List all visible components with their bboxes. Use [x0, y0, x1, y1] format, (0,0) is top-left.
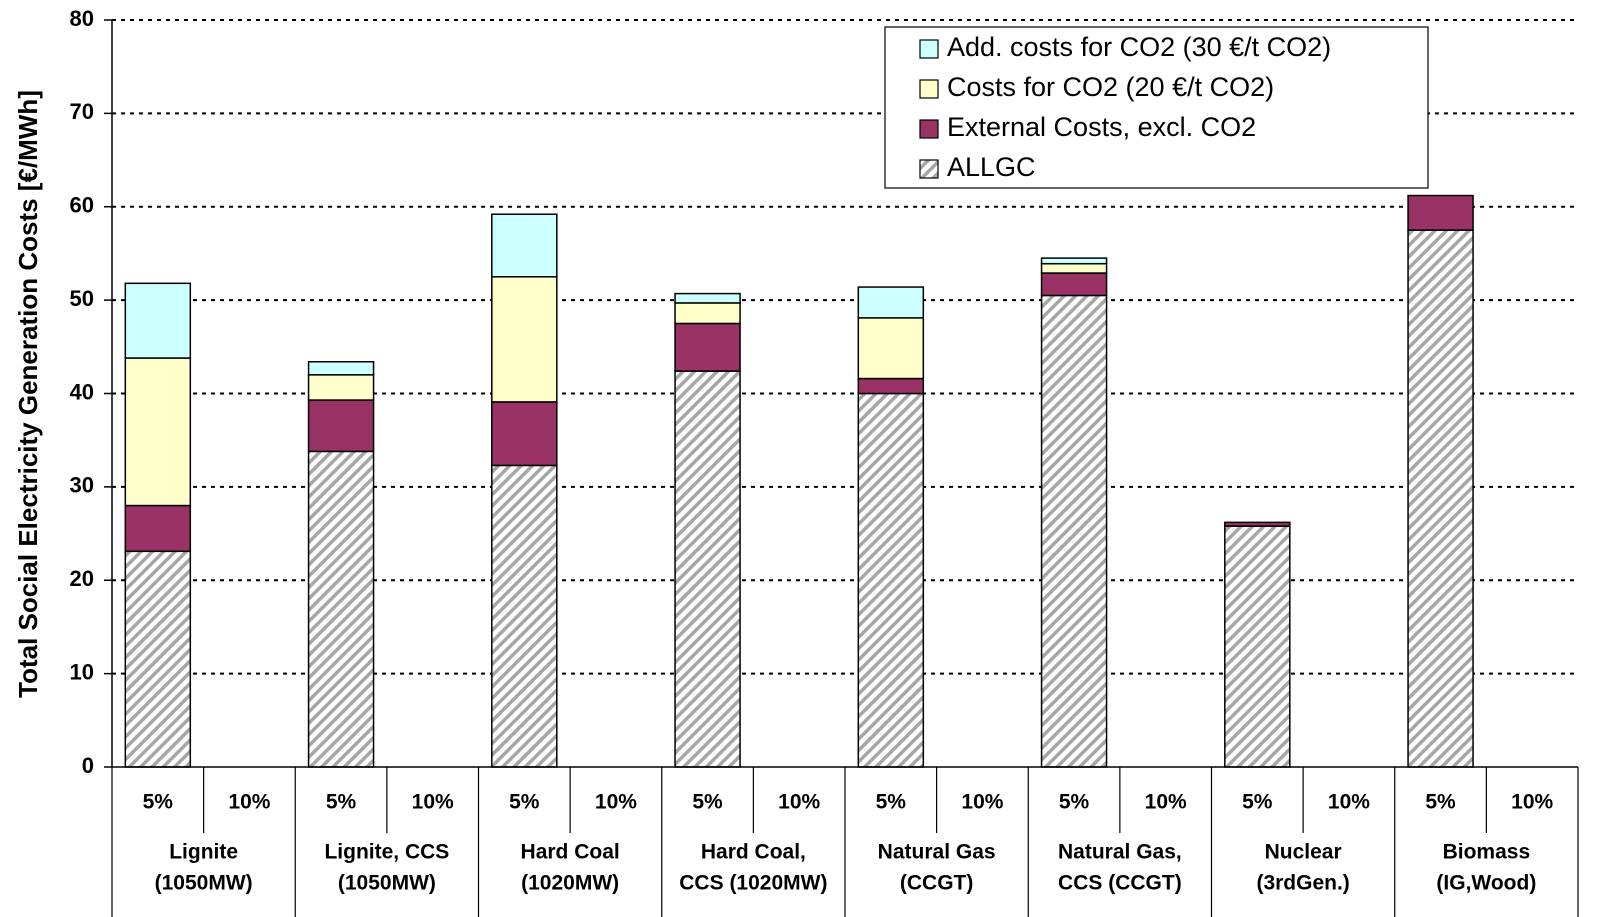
group-label: (CCGT) [900, 872, 973, 895]
bar-segment [1224, 521, 1291, 527]
x-tick-label: 5% [876, 791, 907, 814]
y-tick-label: 70 [70, 99, 94, 124]
legend-label: ALLGC [947, 152, 1036, 182]
legend-label: External Costs, excl. CO2 [947, 112, 1256, 142]
group-label: CCS (1020MW) [679, 872, 827, 895]
y-tick-label: 60 [70, 193, 94, 218]
x-tick-label: 5% [1059, 791, 1090, 814]
x-tick-label: 5% [326, 791, 357, 814]
bar-segment [857, 286, 925, 319]
y-tick-label: 30 [70, 473, 94, 498]
bar-segment [491, 213, 558, 278]
bar-segment [1407, 194, 1474, 231]
group-label: (1050MW) [155, 872, 253, 895]
group-label: Natural Gas, [1058, 841, 1182, 864]
group-label: (3rdGen.) [1256, 872, 1349, 895]
x-tick-label: 10% [1328, 791, 1370, 814]
bar-segment [857, 317, 925, 380]
bar-segment [491, 276, 558, 403]
x-tick-label: 5% [1425, 791, 1456, 814]
bar-segment [491, 401, 558, 467]
bar-segment [1040, 294, 1108, 768]
bar-segment [307, 361, 375, 376]
legend-swatch [919, 119, 939, 139]
bar-segment [674, 370, 741, 768]
group-label: Natural Gas [878, 841, 996, 864]
bar-segment [1407, 229, 1474, 768]
x-tick-label: 10% [412, 791, 454, 814]
bar-segment [1040, 272, 1108, 297]
bar-segment [674, 322, 741, 372]
legend-label: Add. costs for CO2 (30 €/t CO2) [947, 32, 1331, 62]
y-tick-label: 50 [70, 286, 94, 311]
legend-box [884, 26, 1429, 189]
group-label: Nuclear [1265, 841, 1342, 864]
legend-swatch [919, 159, 939, 179]
y-tick-label: 80 [70, 6, 94, 31]
group-label: Hard Coal [521, 841, 620, 864]
group-label: (IG,Wood) [1436, 872, 1536, 895]
x-tick-label: 10% [1145, 791, 1187, 814]
x-tick-label: 10% [1511, 791, 1553, 814]
x-tick-label: 10% [961, 791, 1003, 814]
bar-segment [1040, 257, 1108, 265]
y-tick-label: 20 [70, 566, 94, 591]
group-label: (1020MW) [521, 872, 619, 895]
group-label: Hard Coal, [701, 841, 806, 864]
legend-swatch [919, 39, 939, 59]
bar-segment [124, 550, 192, 768]
y-tick-label: 10 [70, 659, 94, 684]
group-label: CCS (CCGT) [1058, 872, 1182, 895]
bar-segment [674, 302, 741, 325]
y-tick-label: 0 [82, 753, 94, 778]
x-tick-label: 5% [509, 791, 540, 814]
group-label: (1050MW) [338, 872, 436, 895]
bar-segment [307, 450, 375, 768]
group-label: Biomass [1443, 841, 1531, 864]
x-tick-label: 10% [778, 791, 820, 814]
x-tick-label: 10% [228, 791, 270, 814]
y-axis-label: Total Social Electricity Generation Cost… [13, 90, 43, 698]
group-label: Lignite [169, 841, 238, 864]
bar-segment [124, 504, 192, 553]
bar-segment [857, 392, 925, 768]
x-tick-label: 10% [595, 791, 637, 814]
bar-segment [674, 292, 741, 304]
bar-segment [1040, 262, 1108, 274]
x-tick-label: 5% [692, 791, 723, 814]
y-tick-label: 40 [70, 379, 94, 404]
bar-segment [307, 374, 375, 401]
x-tick-label: 5% [143, 791, 174, 814]
bar-segment [124, 282, 192, 359]
bar-segment [1224, 525, 1291, 768]
bar-segment [124, 357, 192, 507]
group-label: Lignite, CCS [324, 841, 449, 864]
bar-segment [491, 464, 558, 768]
bar-segment [307, 399, 375, 453]
legend-swatch [919, 79, 939, 99]
legend-label: Costs for CO2 (20 €/t CO2) [947, 72, 1274, 102]
x-tick-label: 5% [1242, 791, 1273, 814]
bar-segment [857, 377, 925, 395]
